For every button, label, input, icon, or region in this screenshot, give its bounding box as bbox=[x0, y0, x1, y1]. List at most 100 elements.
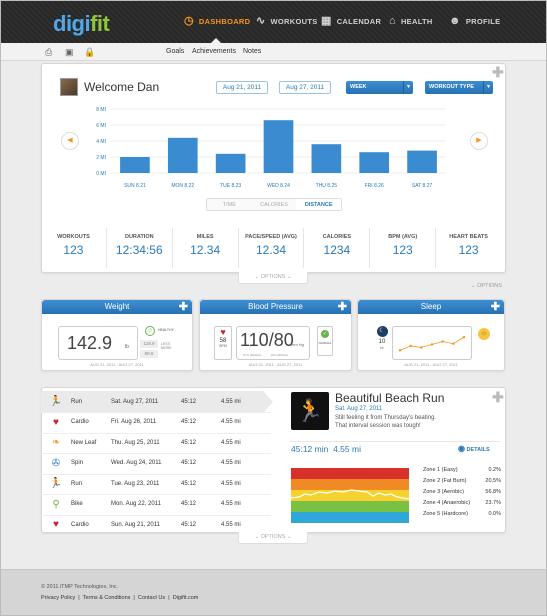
zone-percent: 56.8% bbox=[485, 489, 501, 495]
expand-icon[interactable]: ✚ bbox=[490, 301, 500, 313]
bar[interactable] bbox=[263, 120, 294, 173]
activity-date: Tue. Aug 23, 2011 bbox=[111, 480, 160, 487]
prev-week-button[interactable]: ◀ bbox=[61, 132, 79, 150]
brand-logo[interactable]: digifit bbox=[53, 11, 110, 37]
sleep-hours-unit: hr bbox=[380, 345, 384, 350]
dashboard-icon: ◷ bbox=[184, 15, 194, 27]
toggle-calories[interactable]: CALORIES bbox=[260, 202, 288, 208]
next-week-button[interactable]: ▶ bbox=[470, 132, 488, 150]
activity-row[interactable]: 🏃 Run Sat. Aug 27, 2011 45:12 4.55 mi bbox=[41, 391, 271, 413]
page-options-link[interactable]: ⌄ OPTIONS bbox=[471, 283, 502, 289]
toggle-time[interactable]: TIME bbox=[222, 202, 236, 208]
distance-bar-chart: 0 MI 2 MI 4 MI 6 MI 8 MI SUN 8.21 MON 8.22 TUE … bbox=[96, 107, 446, 189]
subnav-goals[interactable]: Goals bbox=[166, 48, 185, 55]
stats-row: WORKOUTS 123 DURATION 12:34:56 MILES 12.34 … bbox=[41, 228, 501, 268]
weight-range-low: 118.9 bbox=[140, 340, 158, 348]
activity-date: Wed. Aug 24, 2011 bbox=[111, 460, 162, 466]
calendar-icon: ▦ bbox=[321, 15, 332, 27]
workout-type-dropdown[interactable]: WORKOUT TYPE ▼ bbox=[425, 81, 493, 94]
period-dropdown[interactable]: WEEK ▼ bbox=[346, 81, 413, 94]
sleep-point bbox=[398, 349, 402, 352]
activity-time: 45:12 bbox=[181, 398, 197, 405]
stat-value: 12.34 bbox=[190, 243, 221, 257]
stat-heart-beats: HEART BEATS 123 bbox=[436, 228, 501, 268]
bp-value-box: 110/80 mm Hg SYS (MMHG) DIA (MMHG) bbox=[236, 326, 310, 360]
add-widget-icon[interactable]: ✚ bbox=[492, 389, 504, 405]
export-icon[interactable]: ▣ bbox=[65, 47, 74, 57]
contact-link[interactable]: Contact Us bbox=[137, 595, 166, 601]
zone-percent: 0.0% bbox=[488, 511, 501, 517]
nav-dashboard[interactable]: ◷ DASHBOARD bbox=[184, 16, 250, 27]
run-icon: 🏃 bbox=[291, 392, 329, 430]
sleep-hours: 10 bbox=[378, 339, 386, 345]
activity-row[interactable]: ♥ Cardio Fri. Aug 26, 2011 45:12 4.55 mi bbox=[41, 412, 271, 434]
zone-row: Zone 3 (Aerobic) 56.8% bbox=[423, 489, 501, 495]
bar[interactable] bbox=[167, 137, 198, 173]
activity-distance: 4.55 mi bbox=[221, 398, 241, 405]
stat-calories: CALORIES 1234 bbox=[304, 228, 371, 268]
weight-range-high: 80.6 bbox=[140, 350, 158, 358]
toggle-distance[interactable]: DISTANCE bbox=[296, 199, 342, 210]
activity-row[interactable]: ⚲ Bike Mon. Aug 22, 2011 45:12 4.55 mi bbox=[41, 494, 271, 516]
subnav-notes[interactable]: Notes bbox=[243, 48, 262, 55]
bp-status-box: ✓ NORMAL bbox=[317, 326, 333, 356]
activity-time: 45:12 bbox=[181, 521, 197, 528]
privacy-link[interactable]: Privacy Policy bbox=[41, 595, 76, 601]
sleep-title: Sleep bbox=[420, 302, 442, 311]
stat-value: 12.34 bbox=[255, 243, 287, 257]
terms-link[interactable]: Terms & Conditions bbox=[82, 595, 131, 601]
zone-percent: 23.7% bbox=[485, 500, 501, 506]
summary-options-tab[interactable]: ⌄ OPTIONS ⌄ bbox=[238, 272, 308, 284]
subnav-achievements[interactable]: Achievements bbox=[192, 48, 236, 55]
chevron-down-icon: ▼ bbox=[403, 81, 413, 94]
zone-band bbox=[291, 490, 409, 502]
bar[interactable] bbox=[311, 144, 342, 173]
date-from-input[interactable]: Aug 21, 2011 bbox=[216, 81, 268, 94]
activity-date: Sun. Aug 21, 2011 bbox=[111, 521, 160, 528]
activity-row[interactable]: ♥ Cardio Sun. Aug 21, 2011 45:12 4.55 mi bbox=[41, 514, 271, 536]
activity-date: Sat. Aug 27, 2011 bbox=[111, 398, 159, 405]
avatar[interactable] bbox=[60, 78, 78, 96]
date-to-input[interactable]: Aug 27, 2011 bbox=[279, 81, 331, 94]
expand-icon[interactable]: ✚ bbox=[337, 301, 347, 313]
sleep-widget: Sleep ✚ ☾ 10 hr ☼ AUG 21, 2011 - AUG 27,… bbox=[357, 299, 505, 371]
lock-icon[interactable]: 🔒 bbox=[84, 47, 96, 57]
add-widget-icon[interactable]: ✚ bbox=[492, 64, 504, 80]
bar[interactable] bbox=[407, 150, 437, 173]
nav-workouts[interactable]: ∿ WORKOUTS bbox=[256, 16, 318, 27]
activity-name: Cardio bbox=[71, 419, 89, 425]
detail-date: Sat. Aug 27, 2011 bbox=[335, 406, 383, 412]
print-icon[interactable]: ⎙ bbox=[45, 47, 53, 57]
stat-label: CALORIES bbox=[322, 234, 352, 240]
expand-icon[interactable]: ✚ bbox=[178, 301, 188, 313]
page-footer: © 2011 iTMP Technologies, Inc. Privacy P… bbox=[1, 569, 546, 615]
smile-icon: ☺ bbox=[145, 326, 155, 336]
sleep-hours-box: ☾ 10 hr bbox=[374, 326, 390, 360]
activity-row[interactable]: 🏃 Run Tue. Aug 23, 2011 45:12 4.55 mi bbox=[41, 473, 271, 495]
check-icon: ✓ bbox=[321, 330, 329, 338]
site-link[interactable]: Digifit.com bbox=[172, 595, 199, 601]
nav-calendar[interactable]: ▦ CALENDAR bbox=[321, 16, 381, 27]
nav-profile[interactable]: ☻ PROFILE bbox=[449, 16, 500, 27]
brand-logo-part1: digi bbox=[53, 11, 91, 36]
activity-date: Thu. Aug 25, 2011 bbox=[111, 439, 160, 446]
zone-name: Zone 4 (Anaerobic) bbox=[423, 500, 471, 506]
bar[interactable] bbox=[120, 157, 150, 173]
nav-health[interactable]: ⌂ HEALTH bbox=[389, 16, 433, 27]
detail-distance: 4.55 mi bbox=[333, 444, 361, 454]
x-tick-label: SUN 8.21 bbox=[124, 183, 146, 189]
activity-row[interactable]: ❧ New Leaf Thu. Aug 25, 2011 45:12 4.55 mi bbox=[41, 432, 271, 454]
stat-label: WORKOUTS bbox=[57, 234, 90, 240]
leaf-icon: ❧ bbox=[51, 437, 61, 448]
activity-name: Cardio bbox=[71, 521, 89, 528]
details-link[interactable]: ◉ DETAILS bbox=[458, 444, 490, 453]
zone-name: Zone 2 (Fat Burn) bbox=[423, 478, 467, 484]
sleep-point bbox=[462, 335, 466, 339]
bar[interactable] bbox=[215, 153, 246, 173]
activity-options-tab[interactable]: ⌄ OPTIONS ⌄ bbox=[238, 532, 308, 544]
profile-icon: ☻ bbox=[449, 15, 461, 27]
heart-rate-zone-chart bbox=[291, 468, 409, 523]
bar[interactable] bbox=[359, 152, 390, 173]
activity-row[interactable]: ✇ Spin Wed. Aug 24, 2011 45:12 4.55 mi bbox=[41, 453, 271, 475]
